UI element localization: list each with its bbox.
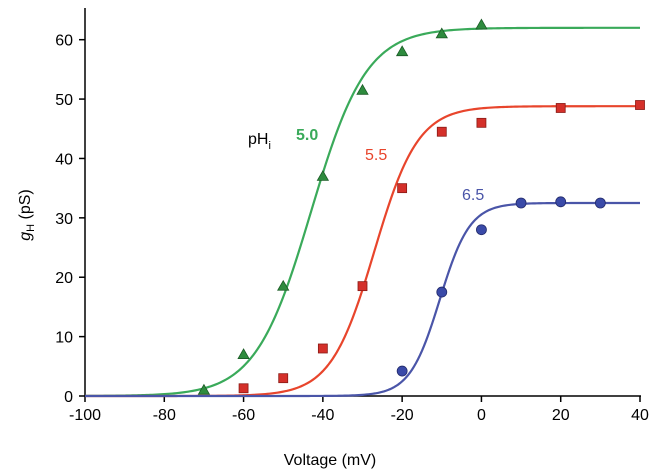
data-point-square — [436, 126, 447, 137]
y-axis-label-sub: H — [25, 224, 37, 232]
y-ticks: 0 10 20 30 40 50 60 — [55, 33, 85, 406]
data-point-circle — [396, 365, 408, 377]
x-tick-label: -40 — [311, 407, 334, 424]
y-tick-label: 60 — [55, 33, 73, 50]
y-tick-label: 0 — [64, 389, 73, 406]
fit-curve-ph-6-5 — [85, 201, 640, 398]
x-axis-label: Voltage (mV) — [284, 452, 376, 469]
x-tick-label: 0 — [477, 407, 486, 424]
data-point-square — [317, 343, 328, 354]
data-point-square — [278, 373, 289, 384]
data-point-triangle — [395, 45, 409, 57]
data-point-circle — [515, 197, 527, 209]
fit-curve-ph-5-0 — [85, 26, 640, 397]
x-tick-label: -60 — [232, 407, 255, 424]
y-axis-label-unit: (pS) — [17, 189, 34, 224]
y-axis-label: gH (pS) — [17, 189, 37, 241]
x-tick-label: 20 — [552, 407, 570, 424]
y-tick-label: 30 — [55, 211, 73, 228]
data-point-triangle — [316, 169, 330, 181]
y-tick-label: 20 — [55, 270, 73, 287]
series-label-ph-5-0: 5.0 — [296, 127, 318, 144]
data-point-triangle — [237, 348, 250, 359]
ph-annotation-sub: i — [268, 140, 270, 152]
data-point-square — [397, 183, 408, 194]
data-point-circle — [476, 224, 487, 236]
data-point-square — [635, 100, 645, 110]
series-label-ph-6-5: 6.5 — [462, 187, 484, 204]
x-tick-label: -20 — [391, 407, 414, 424]
y-tick-label: 10 — [55, 330, 73, 347]
data-point-triangle — [356, 83, 369, 95]
data-markers — [197, 18, 645, 395]
y-tick-label: 40 — [55, 151, 73, 168]
x-ticks: -100 -80 -60 -40 -20 0 20 40 — [69, 396, 649, 424]
series-labels: 5.0 5.5 6.5 — [296, 127, 484, 204]
data-point-square — [555, 103, 566, 113]
fit-curve-ph-5-5 — [85, 105, 640, 398]
y-tick-label: 50 — [55, 92, 73, 109]
data-point-square — [238, 383, 249, 394]
y-axis-label-main: g — [17, 232, 34, 241]
data-point-triangle — [197, 383, 211, 395]
data-point-square — [357, 281, 368, 292]
ph-annotation-main: pH — [248, 131, 268, 148]
x-tick-label: -100 — [69, 407, 101, 424]
data-point-triangle — [277, 279, 290, 291]
data-point-triangle — [435, 27, 448, 39]
data-point-circle — [436, 286, 448, 298]
series-label-ph-5-5: 5.5 — [365, 147, 387, 164]
ph-annotation: pHi — [248, 131, 271, 152]
data-point-circle — [594, 197, 606, 209]
x-tick-label: 40 — [631, 407, 649, 424]
data-point-square — [476, 117, 487, 128]
fit-curves — [85, 26, 640, 398]
data-point-circle — [555, 196, 567, 208]
data-point-triangle — [475, 18, 488, 30]
x-tick-label: -80 — [153, 407, 176, 424]
